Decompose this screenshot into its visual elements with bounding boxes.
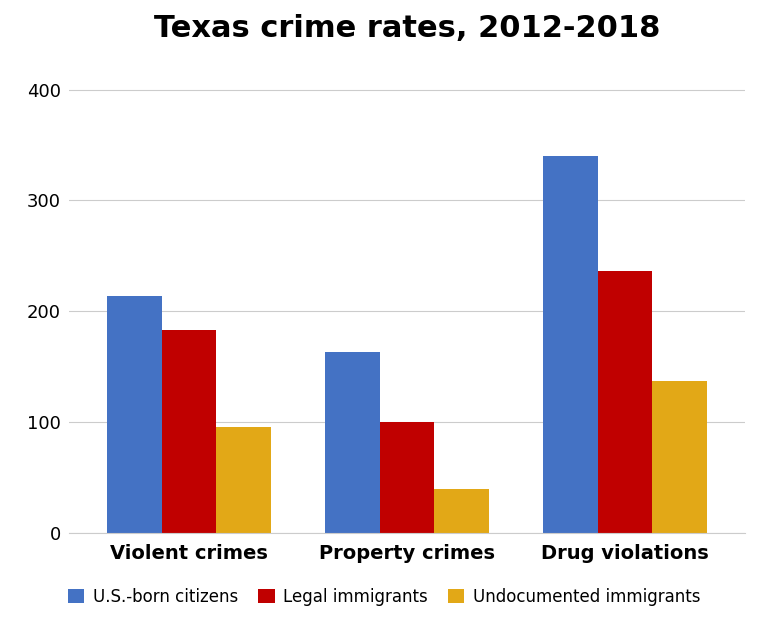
Bar — [326, 352, 380, 533]
Bar — [108, 296, 162, 533]
Bar — [434, 488, 488, 533]
Bar — [543, 156, 598, 533]
Bar — [162, 330, 217, 533]
Legend: U.S.-born citizens, Legal immigrants, Undocumented immigrants: U.S.-born citizens, Legal immigrants, Un… — [61, 581, 707, 613]
Bar — [652, 381, 707, 533]
Bar — [217, 426, 271, 533]
Bar — [598, 271, 652, 533]
Bar — [380, 422, 434, 533]
Title: Texas crime rates, 2012-2018: Texas crime rates, 2012-2018 — [154, 14, 660, 43]
